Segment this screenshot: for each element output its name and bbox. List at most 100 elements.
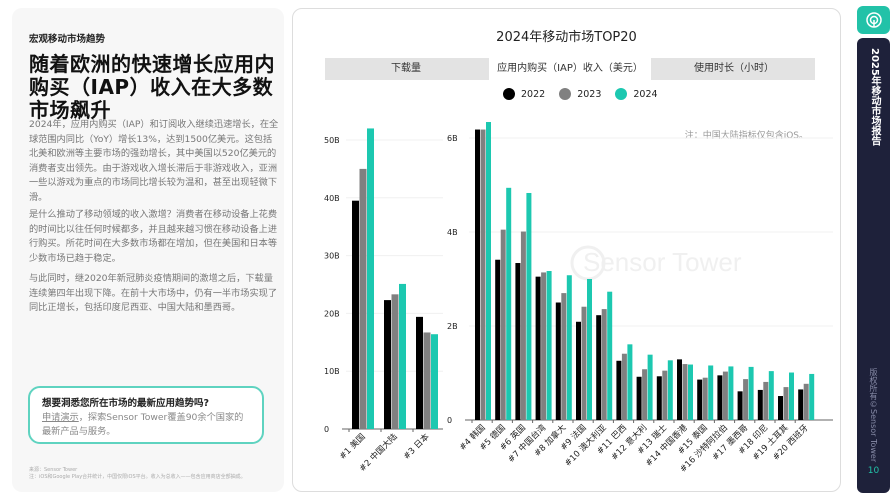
bar-2023-0 xyxy=(480,129,486,420)
bar-2024-4 xyxy=(566,275,572,420)
paragraph-1: 2024年，应用内购买（IAP）和订阅收入继续迅速增长，在全球范围内同比（YoY… xyxy=(29,119,279,203)
report-title: 2025年移动市场报告 xyxy=(869,48,880,146)
request-demo-link[interactable]: 申请演示 xyxy=(42,412,79,423)
bar-2024-12 xyxy=(728,366,734,420)
bar-2023-2 xyxy=(423,332,431,429)
legend-swatch xyxy=(559,88,572,100)
cta-text: ，探索Sensor Tower覆盖90余个国家的最新产品与服务。 xyxy=(42,412,244,437)
bar-2022-2 xyxy=(416,316,423,429)
legend-swatch xyxy=(615,88,628,100)
y-tick-label: 20B xyxy=(324,309,340,318)
y-tick-label: 0 xyxy=(447,416,452,425)
cta-box: 想要洞悉您所在市场的最新应用趋势吗? 申请演示，探索Sensor Tower覆盖… xyxy=(28,386,264,444)
copyright: 版权所有©Sensor Tower xyxy=(869,368,878,463)
page-number: 10 xyxy=(867,466,880,476)
y-tick-label: 10B xyxy=(324,367,340,376)
paragraph-3: 与此同时，继2020年新冠肺炎疫情期间的激增之后，下载量连续第四年出现下降。在前… xyxy=(29,273,278,313)
report-sidebar: 2025年移动市场报告 版权所有©Sensor Tower 10 xyxy=(857,38,890,493)
footnote-note: 注：iOS和Google Play合并统计，中国仅限iOS平台。收入为总收入——… xyxy=(29,474,246,480)
y-tick-label: 6B xyxy=(447,134,458,143)
bar-2023-1 xyxy=(391,294,399,429)
bar-2024-13 xyxy=(748,366,754,420)
bar-2022-14 xyxy=(757,389,763,420)
bar-2024-16 xyxy=(809,373,815,420)
y-tick-label: 30B xyxy=(324,252,340,261)
bar-2023-13 xyxy=(743,379,749,420)
bar-2022-0 xyxy=(352,200,359,429)
sensor-tower-logo-icon xyxy=(857,6,890,34)
bar-2022-16 xyxy=(798,389,804,420)
bar-2023-10 xyxy=(682,364,688,420)
bar-2024-0 xyxy=(486,122,491,421)
y-tick-label: 2B xyxy=(447,322,458,331)
watermark: Sensor Tower xyxy=(583,247,742,277)
paragraph-2: 是什么推动了移动领域的收入激增？消费者在移动设备上花费的时间比以往任何时候都多，… xyxy=(29,209,278,264)
bar-2024-1 xyxy=(506,187,512,420)
chart-note: 注：中国大陆指标仅包含iOS。 xyxy=(684,131,808,141)
y-tick-label: 50B xyxy=(324,136,340,145)
bar-2023-6 xyxy=(601,309,607,420)
bar-2024-2 xyxy=(431,334,438,429)
bar-2023-1 xyxy=(500,229,506,420)
bar-2023-16 xyxy=(803,383,809,420)
legend-label: 2023 xyxy=(577,88,602,100)
cta-body: 申请演示，探索Sensor Tower覆盖90余个国家的最新产品与服务。 xyxy=(42,411,250,439)
bar-2023-12 xyxy=(722,371,728,420)
bar-2022-15 xyxy=(778,396,783,420)
bar-2023-15 xyxy=(783,387,789,420)
bar-2024-0 xyxy=(367,128,374,429)
bar-2023-3 xyxy=(541,272,547,420)
bar-2022-11 xyxy=(697,379,703,420)
bar-2022-0 xyxy=(475,129,480,420)
tab-usage-time[interactable]: 使用时长（小时） xyxy=(694,63,774,74)
bar-2022-3 xyxy=(535,276,541,420)
y-tick-label: 0 xyxy=(324,425,329,434)
bar-2024-8 xyxy=(647,354,653,420)
bar-2023-0 xyxy=(359,168,367,429)
bar-2023-14 xyxy=(763,381,769,420)
bar-2022-5 xyxy=(576,321,581,420)
bar-2024-1 xyxy=(399,283,406,429)
tab-downloads[interactable]: 下载量 xyxy=(391,63,421,74)
cta-title: 想要洞悉您所在市场的最新应用趋势吗? xyxy=(42,398,210,409)
legend-item-2024: 2024 xyxy=(615,88,658,100)
x-tick-label: #1 美国 xyxy=(337,431,368,462)
bar-2023-8 xyxy=(642,369,648,420)
bar-2022-8 xyxy=(636,376,642,420)
bar-2022-12 xyxy=(717,375,723,420)
bar-2023-4 xyxy=(561,293,567,420)
left-panel: 宏观移动市场趋势 随着欧洲的快速增长应用内购买（IAP）收入在大多数市场飙升 2… xyxy=(12,8,284,492)
chart-title: 2024年移动市场TOP20 xyxy=(496,30,637,45)
bar-2024-2 xyxy=(526,192,532,420)
footnote: 来源：Sensor Tower 注：iOS和Google Play合并统计，中国… xyxy=(29,467,269,481)
bar-2024-11 xyxy=(708,365,714,420)
bar-2022-2 xyxy=(515,263,521,420)
bar-2024-15 xyxy=(789,372,794,420)
x-tick-label: #3 日本 xyxy=(401,431,432,462)
bar-2024-9 xyxy=(667,360,673,420)
bar-2023-2 xyxy=(520,231,526,420)
bar-2022-1 xyxy=(495,259,501,420)
tab-iap-revenue[interactable]: 应用内购买（IAP）收入（美元） xyxy=(489,58,651,80)
bar-2022-10 xyxy=(677,359,682,420)
section-kicker: 宏观移动市场趋势 xyxy=(29,34,106,45)
legend-item-2023: 2023 xyxy=(559,88,601,100)
bar-2024-14 xyxy=(768,371,774,420)
chart-legend: 2022 2023 2024 xyxy=(503,88,658,100)
bar-2024-10 xyxy=(688,364,693,420)
bar-2023-11 xyxy=(702,377,708,420)
bar-2023-7 xyxy=(621,353,627,420)
bar-2022-13 xyxy=(737,391,743,420)
legend-swatch xyxy=(503,88,515,100)
legend-label: 2024 xyxy=(633,88,658,100)
bar-2022-6 xyxy=(596,315,602,420)
chart-card: 2024年移动市场TOP20 下载量 应用内购买（IAP）收入（美元） 使用时长… xyxy=(292,8,841,492)
metric-tabs: 下载量 应用内购买（IAP）收入（美元） 使用时长（小时） xyxy=(325,58,815,80)
footnote-source: 来源：Sensor Tower xyxy=(29,467,78,473)
bar-2024-5 xyxy=(587,279,592,420)
bar-2022-1 xyxy=(384,300,391,429)
legend-item-2022: 2022 xyxy=(503,88,545,100)
legend-label: 2022 xyxy=(521,88,546,100)
bar-2024-3 xyxy=(546,271,552,420)
